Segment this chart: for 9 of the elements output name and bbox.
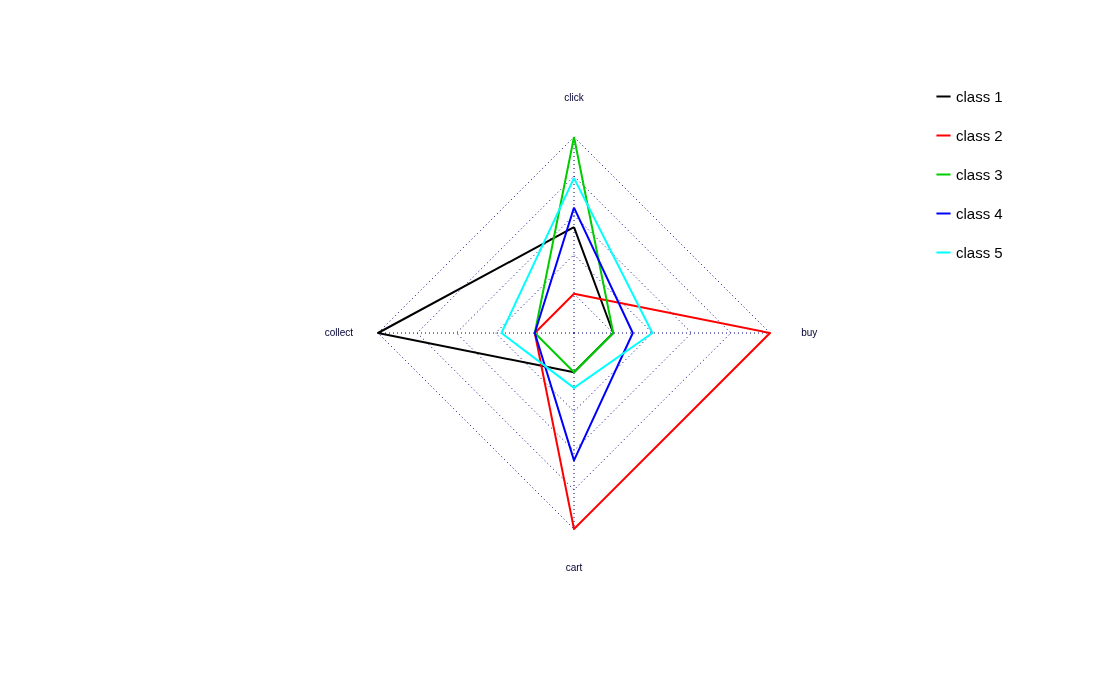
spoke-label: buy: [801, 327, 818, 338]
spoke-label: cart: [565, 562, 583, 574]
legend-label: class 2: [956, 126, 1003, 144]
legend-label: class 5: [956, 243, 1003, 261]
spoke-label: click: [564, 91, 585, 103]
legend-label: class 4: [956, 204, 1003, 222]
legend-label: class 3: [956, 165, 1003, 183]
spoke-label: collect: [324, 327, 354, 338]
legend-label: class 1: [956, 87, 1003, 105]
